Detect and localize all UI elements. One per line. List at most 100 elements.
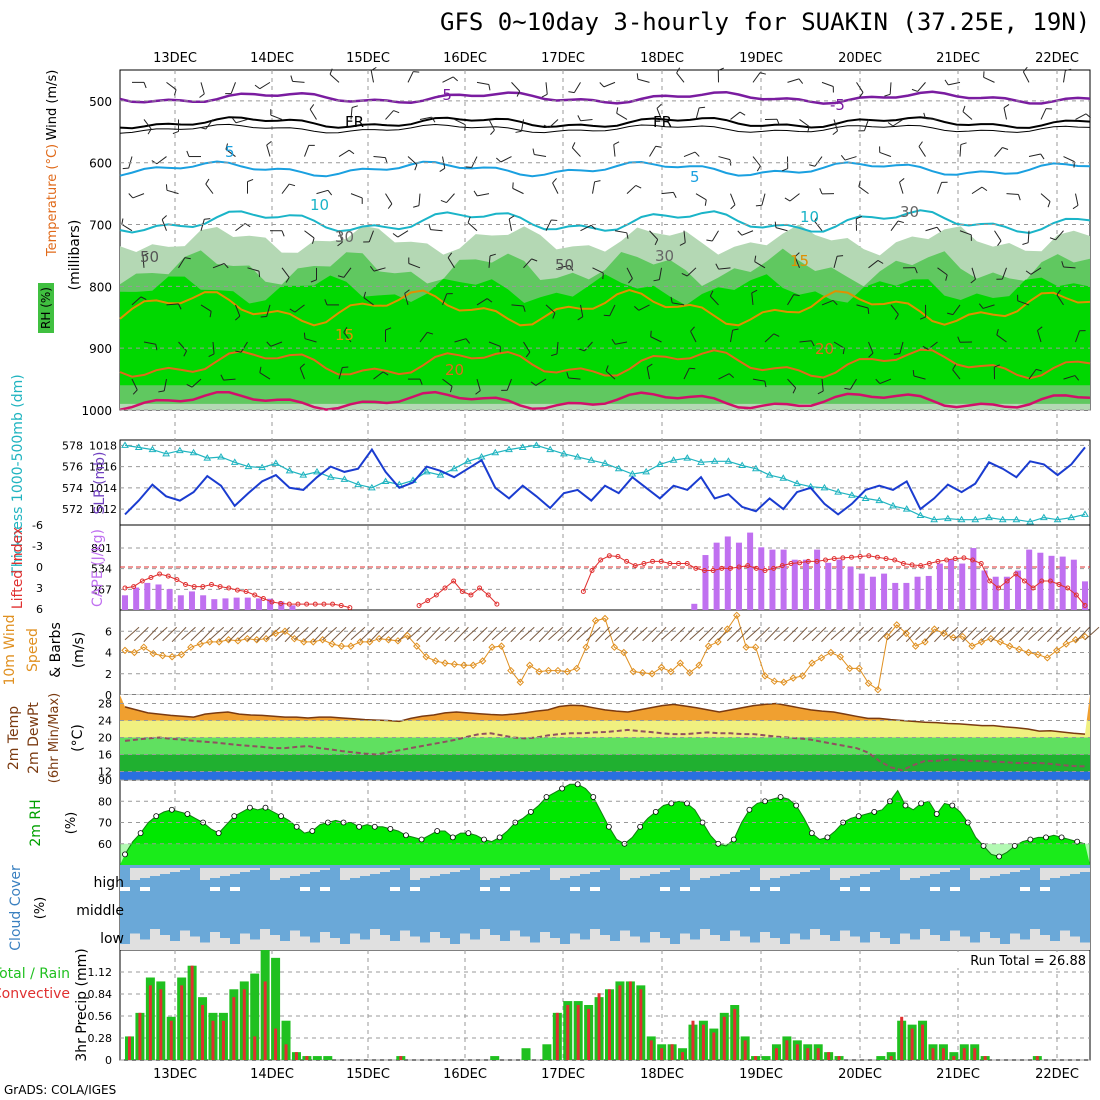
wind-barb: [580, 304, 584, 317]
precip-total-bar: [281, 1020, 291, 1060]
li-marker: [667, 561, 673, 566]
li-marker: [1013, 571, 1019, 577]
wind-barb-flag: [571, 142, 576, 148]
contour-label: -5: [437, 86, 452, 104]
cloud-high-gap: [910, 868, 920, 878]
precip-convective-bar: [221, 1020, 225, 1060]
cape-bar: [869, 576, 876, 610]
wind-barb: [1075, 193, 1079, 206]
wind-barb: [237, 626, 253, 641]
wind-barb: [166, 189, 179, 195]
thickness-marker: [573, 453, 582, 460]
rh-marker: [168, 806, 175, 813]
wind-barb: [651, 626, 667, 643]
rh-line: [124, 783, 1086, 858]
thickness-marker: [326, 473, 335, 480]
wind-barb: [745, 626, 761, 641]
wind-barb: [212, 341, 215, 354]
cloud-mid-gap: [660, 887, 670, 891]
cloud-mid-gap: [410, 887, 420, 891]
date-label-top: 18DEC: [640, 51, 684, 66]
wind-barb-flag: [810, 340, 815, 347]
li-marker: [771, 565, 777, 571]
wind-speed-marker: [808, 659, 816, 667]
wind-barb: [783, 626, 799, 642]
rh-marker: [684, 800, 690, 807]
cloud-low-gap: [1000, 944, 1010, 950]
thickness-ylabel: Thickness 1000-500mb (dm): [10, 374, 26, 576]
cloud-mid-gap: [230, 887, 240, 891]
wind-barb-flag: [635, 185, 642, 189]
cloud-low-gap: [220, 938, 230, 950]
wind-barb: [131, 378, 138, 391]
wind-speed-marker: [413, 642, 421, 650]
cloud-low-gap: [480, 929, 490, 950]
wind-barb-flag: [183, 350, 187, 357]
thickness-line: [124, 444, 1086, 523]
cloud-mid-gap: [210, 887, 220, 891]
precip-convective-bar: [691, 1020, 695, 1060]
wind-barb: [592, 181, 596, 194]
temp-contour-5: [119, 160, 1091, 178]
wind-barb: [698, 626, 714, 642]
li-ytick: -3: [32, 540, 43, 553]
thickness-marker: [258, 463, 267, 471]
wind-barb-flag: [899, 178, 905, 183]
wind-barb: [959, 230, 972, 236]
wind-barb-flag: [894, 314, 899, 320]
li-marker: [779, 563, 785, 569]
wind-barb: [592, 267, 604, 274]
li-marker: [580, 589, 586, 594]
wind-barb: [304, 145, 310, 157]
rh-marker: [387, 825, 394, 832]
wind-barb-flag: [128, 193, 134, 199]
precip-total-bar: [490, 1056, 500, 1060]
wind-speed-marker: [309, 638, 317, 646]
wind-barb: [212, 263, 225, 269]
cloud-high-gap: [380, 868, 390, 872]
wind-barb: [1017, 300, 1030, 306]
wind-speed-marker: [789, 674, 797, 682]
wind-barb-flag: [204, 218, 211, 220]
cloud-low-gap: [750, 942, 760, 950]
cloud-low-gap: [260, 929, 270, 950]
wind-barb-flag: [628, 278, 633, 284]
thickness-marker: [491, 448, 500, 456]
wind-barb: [1028, 153, 1041, 158]
profile-ylabel-rh: RH (%): [39, 287, 53, 329]
li-marker: [701, 568, 707, 573]
precip-total-bar: [761, 1056, 771, 1060]
wind-barb: [218, 626, 234, 642]
temp-contour-10: [119, 209, 1091, 235]
thickness-marker: [614, 464, 623, 472]
wind-speed-marker: [431, 657, 440, 665]
rh-marker: [1058, 834, 1065, 841]
wind-barb-flag: [1040, 153, 1045, 160]
wind-speed-marker: [215, 638, 223, 646]
precip-convective-bar: [733, 1008, 737, 1060]
wind-barb-flag: [759, 72, 766, 75]
wind-speed-marker: [620, 648, 628, 657]
date-label-bottom: 17DEC: [541, 1067, 585, 1082]
slp-ytick: 1018: [89, 439, 117, 452]
wind-barb: [538, 626, 554, 643]
wind-barb: [730, 111, 741, 120]
cloud-high-gap: [630, 868, 640, 878]
rh-marker: [137, 830, 144, 837]
wind-barb: [124, 626, 140, 641]
wind-barb: [121, 223, 133, 232]
wind-barb: [604, 626, 620, 641]
wind-barb: [256, 626, 272, 643]
wind-barb: [385, 110, 394, 120]
wind-barb: [511, 82, 521, 92]
wind-barb-flag: [893, 353, 900, 355]
wind-barb: [983, 76, 995, 83]
wind-barb: [454, 338, 467, 343]
rh-ytick: 60: [98, 838, 112, 851]
cloud-high-gap: [390, 868, 400, 870]
thickness-marker: [697, 458, 705, 465]
wind-barb-flag: [1035, 368, 1042, 372]
li-marker: [312, 601, 318, 607]
cape-bar: [200, 595, 207, 610]
cloud-low-gap: [180, 930, 190, 950]
